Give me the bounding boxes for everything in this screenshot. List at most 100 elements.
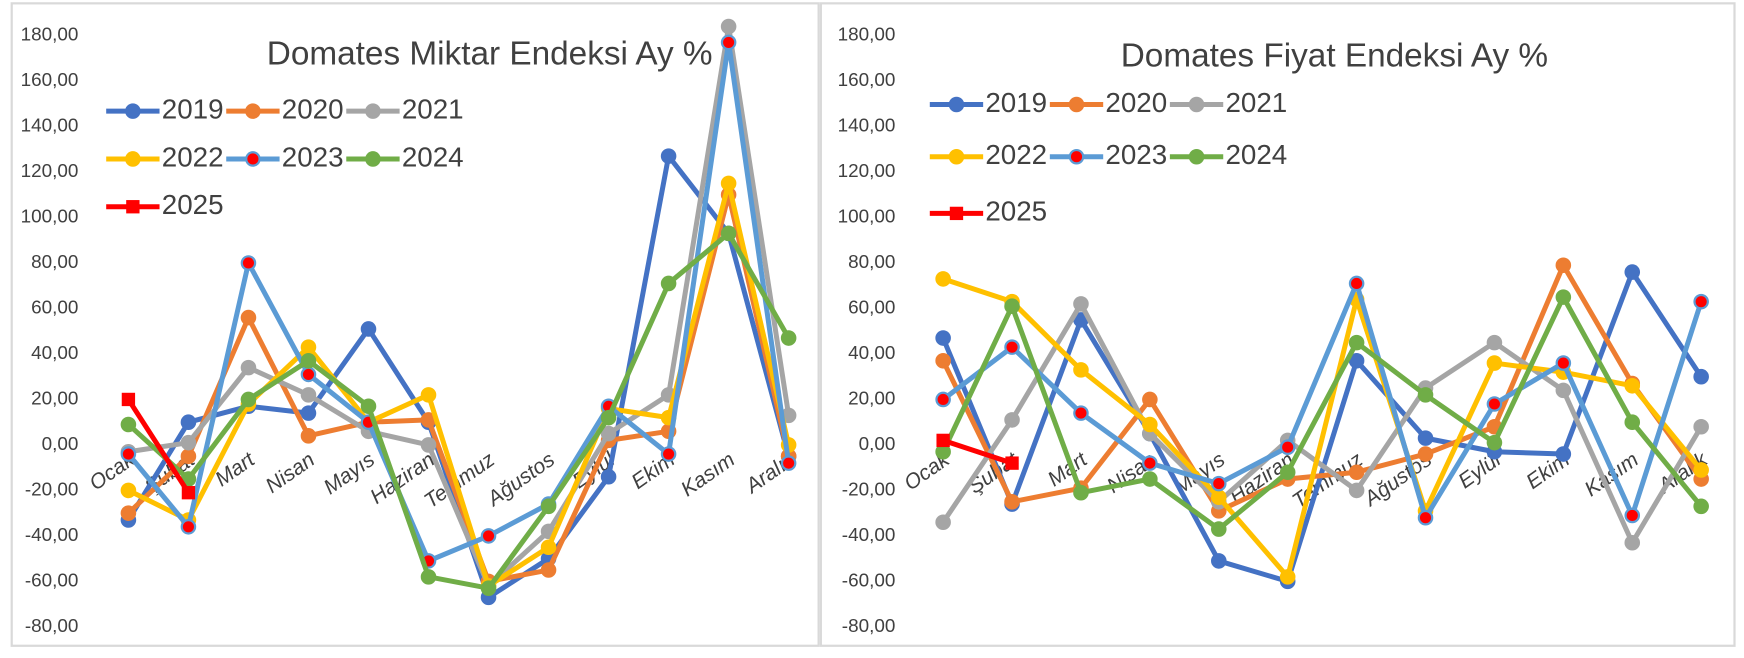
y-tick-label: 160,00 bbox=[838, 70, 896, 91]
legend-label: 2025 bbox=[162, 189, 224, 220]
y-tick-label: 0,00 bbox=[42, 434, 79, 455]
marker bbox=[1279, 569, 1296, 585]
marker bbox=[180, 448, 197, 465]
marker bbox=[1073, 362, 1089, 378]
y-tick-label: 160,00 bbox=[21, 70, 79, 91]
marker bbox=[180, 519, 197, 535]
marker bbox=[600, 425, 617, 442]
legend-marker bbox=[1068, 96, 1085, 113]
marker bbox=[935, 391, 951, 408]
legend-marker bbox=[245, 151, 261, 167]
legend-marker bbox=[948, 148, 965, 165]
marker bbox=[1142, 416, 1158, 433]
y-tick-label: 40,00 bbox=[31, 343, 78, 364]
y-tick-label: 140,00 bbox=[838, 116, 896, 137]
marker bbox=[300, 339, 317, 355]
y-tick-label: 100,00 bbox=[21, 206, 79, 227]
marker bbox=[1417, 446, 1434, 462]
legend-marker bbox=[1068, 148, 1085, 165]
marker bbox=[540, 539, 557, 556]
marker bbox=[120, 446, 137, 462]
y-tick-label: -40,00 bbox=[25, 525, 79, 546]
marker bbox=[1279, 464, 1296, 481]
marker bbox=[1211, 521, 1227, 537]
y-tick-label: 40,00 bbox=[848, 343, 895, 364]
marker bbox=[240, 391, 257, 408]
marker bbox=[1348, 464, 1365, 481]
marker bbox=[240, 309, 257, 326]
marker bbox=[1417, 387, 1434, 403]
marker bbox=[1486, 434, 1503, 451]
marker bbox=[480, 580, 497, 596]
y-tick-label: 20,00 bbox=[31, 388, 78, 409]
legend-label: 2021 bbox=[1225, 87, 1287, 118]
marker bbox=[120, 482, 137, 499]
y-tick-label: 80,00 bbox=[31, 252, 78, 273]
y-tick-label: 180,00 bbox=[21, 25, 79, 46]
marker bbox=[360, 398, 377, 415]
y-tick-label: 60,00 bbox=[848, 297, 895, 318]
legend-marker bbox=[1188, 148, 1205, 165]
marker bbox=[1486, 355, 1503, 371]
y-tick-label: -60,00 bbox=[25, 570, 79, 591]
y-tick-label: -20,00 bbox=[842, 479, 896, 500]
legend-marker bbox=[365, 151, 381, 167]
marker bbox=[1348, 275, 1365, 292]
legend-marker bbox=[125, 151, 141, 167]
marker bbox=[1693, 418, 1709, 435]
marker bbox=[1555, 257, 1572, 274]
marker bbox=[936, 433, 950, 448]
legend-marker bbox=[1188, 96, 1205, 113]
marker bbox=[300, 405, 317, 421]
marker bbox=[360, 321, 377, 337]
marker bbox=[1624, 507, 1641, 524]
series-line bbox=[941, 280, 1704, 521]
series-line bbox=[126, 398, 191, 495]
series-line bbox=[942, 276, 1704, 580]
marker bbox=[1073, 405, 1089, 421]
marker bbox=[1142, 455, 1158, 471]
chart-title: Domates Miktar Endeksi Ay % bbox=[267, 35, 713, 72]
y-tick-label: 140,00 bbox=[21, 116, 79, 137]
marker bbox=[480, 528, 497, 544]
legend-label: 2023 bbox=[282, 141, 344, 172]
marker bbox=[300, 353, 317, 369]
marker bbox=[660, 148, 677, 164]
legend-marker bbox=[125, 103, 141, 119]
marker bbox=[1211, 553, 1227, 569]
marker bbox=[1279, 439, 1296, 455]
marker bbox=[1693, 293, 1709, 310]
legend-marker bbox=[948, 96, 965, 113]
series-line bbox=[940, 262, 1704, 514]
chart-frame bbox=[819, 2, 1736, 647]
marker bbox=[1004, 494, 1020, 510]
marker bbox=[1005, 456, 1019, 470]
marker bbox=[935, 330, 951, 346]
marker bbox=[1624, 534, 1641, 551]
marker bbox=[1142, 391, 1158, 408]
marker bbox=[1348, 334, 1365, 351]
series-line bbox=[940, 269, 1704, 584]
marker bbox=[1417, 430, 1434, 446]
marker bbox=[1348, 482, 1365, 499]
marker bbox=[1486, 396, 1503, 412]
legend-marker bbox=[245, 103, 261, 119]
marker bbox=[121, 392, 136, 407]
legend-marker bbox=[126, 200, 140, 214]
y-tick-label: 120,00 bbox=[838, 161, 896, 182]
legend-label: 2022 bbox=[985, 139, 1047, 170]
y-tick-label: 0,00 bbox=[859, 434, 896, 455]
y-tick-label: 20,00 bbox=[848, 388, 895, 409]
marker bbox=[1004, 412, 1020, 428]
chart-frame bbox=[10, 2, 820, 647]
marker bbox=[660, 275, 677, 292]
marker bbox=[1693, 498, 1709, 515]
marker bbox=[1624, 264, 1641, 280]
marker bbox=[1073, 484, 1089, 501]
marker bbox=[300, 366, 317, 383]
marker bbox=[180, 434, 197, 451]
legend-label: 2020 bbox=[282, 93, 344, 124]
series-line bbox=[940, 294, 1704, 532]
marker bbox=[540, 498, 557, 515]
series-line bbox=[126, 153, 792, 600]
